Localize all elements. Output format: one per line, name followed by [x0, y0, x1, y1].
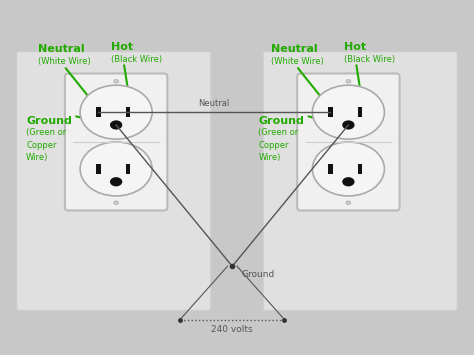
- Text: Ground: Ground: [242, 270, 275, 279]
- Circle shape: [114, 201, 118, 204]
- Text: Neutral: Neutral: [38, 44, 85, 54]
- Bar: [126, 107, 130, 117]
- Bar: [358, 107, 362, 117]
- Circle shape: [110, 120, 122, 130]
- Text: Ground: Ground: [258, 116, 304, 126]
- Bar: [328, 164, 333, 174]
- Bar: [126, 164, 130, 174]
- Text: (White Wire): (White Wire): [271, 57, 323, 66]
- Text: (White Wire): (White Wire): [38, 57, 91, 66]
- Bar: [358, 164, 362, 174]
- Circle shape: [110, 177, 122, 186]
- Text: Copper: Copper: [258, 141, 289, 149]
- Circle shape: [312, 85, 384, 139]
- Circle shape: [114, 80, 118, 83]
- Bar: [95, 107, 100, 117]
- Circle shape: [80, 85, 152, 139]
- Text: (Black Wire): (Black Wire): [111, 55, 163, 64]
- Circle shape: [346, 201, 351, 204]
- Text: Ground: Ground: [26, 116, 72, 126]
- Text: Copper: Copper: [26, 141, 56, 149]
- Text: (Green or: (Green or: [26, 128, 66, 137]
- Text: Wire): Wire): [258, 153, 281, 162]
- Text: Neutral: Neutral: [199, 99, 230, 108]
- Circle shape: [346, 80, 351, 83]
- FancyBboxPatch shape: [17, 51, 211, 311]
- Circle shape: [342, 177, 355, 186]
- Circle shape: [312, 142, 384, 196]
- Bar: [95, 164, 100, 174]
- Text: (Green or: (Green or: [258, 128, 299, 137]
- Text: Wire): Wire): [26, 153, 48, 162]
- Circle shape: [342, 120, 355, 130]
- FancyBboxPatch shape: [65, 73, 167, 211]
- Text: Hot: Hot: [111, 42, 134, 52]
- Text: Neutral: Neutral: [271, 44, 317, 54]
- FancyBboxPatch shape: [297, 73, 400, 211]
- Text: (Black Wire): (Black Wire): [344, 55, 395, 64]
- FancyBboxPatch shape: [263, 51, 457, 311]
- Circle shape: [80, 142, 152, 196]
- Text: 240 volts: 240 volts: [211, 325, 253, 334]
- Bar: [328, 107, 333, 117]
- Text: Hot: Hot: [344, 42, 366, 52]
